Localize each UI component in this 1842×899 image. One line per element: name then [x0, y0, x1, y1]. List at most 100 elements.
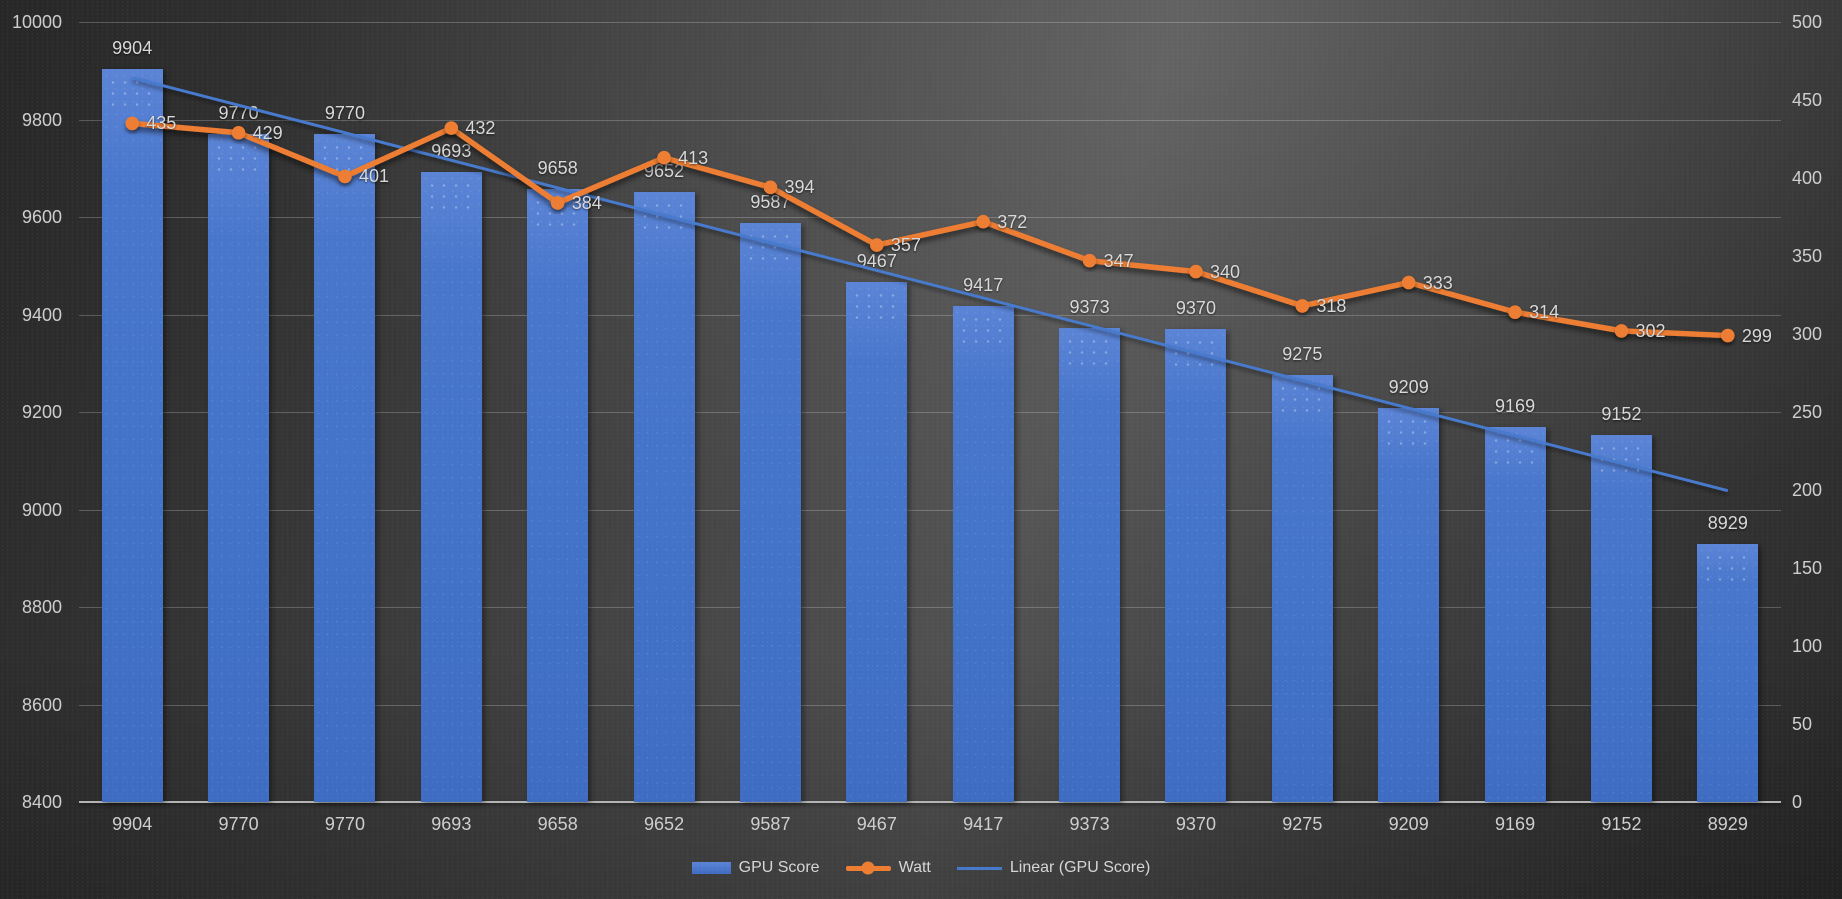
- secondary-axis-tick-200: 200: [1792, 480, 1823, 500]
- gridline-9400: [79, 315, 1781, 316]
- x-axis-label: 9417: [963, 814, 1004, 834]
- gpu-score-data-label: 9904: [112, 37, 153, 58]
- x-axis-label: 9652: [644, 814, 685, 834]
- watt-marker[interactable]: [1189, 264, 1203, 279]
- gpu-score-data-label: 9370: [1175, 298, 1216, 319]
- series-layer: [125, 76, 1735, 493]
- gpu-score-bar[interactable]: [1378, 407, 1440, 803]
- watt-marker[interactable]: [444, 121, 459, 135]
- legend-bar-swatch-icon: [691, 862, 731, 874]
- legend-label: GPU Score: [738, 859, 820, 876]
- trendline[interactable]: [131, 76, 1729, 493]
- watt-marker[interactable]: [657, 150, 671, 165]
- gpu-score-data-label: 9417: [963, 275, 1004, 296]
- gpu-score-bar[interactable]: [846, 281, 908, 803]
- watt-marker[interactable]: [1295, 299, 1310, 313]
- watt-marker[interactable]: [125, 116, 139, 131]
- secondary-axis-tick-350: 350: [1792, 246, 1823, 266]
- gpu-score-data-label: 9587: [750, 192, 791, 213]
- gpu-score-bar[interactable]: [1059, 327, 1121, 803]
- secondary-axis-tick-100: 100: [1792, 636, 1823, 656]
- x-axis-label: 9169: [1495, 814, 1536, 834]
- secondary-axis-tick-50: 50: [1792, 714, 1813, 734]
- gpu-score-bar[interactable]: [1165, 329, 1227, 802]
- watt-data-label: 302: [1635, 320, 1666, 341]
- watt-data-label: 413: [678, 147, 709, 168]
- watt-data-label: 372: [997, 211, 1028, 232]
- secondary-axis-tick-0: 0: [1792, 792, 1803, 812]
- watt-line[interactable]: [129, 120, 1731, 339]
- watt-marker[interactable]: [763, 180, 778, 195]
- watt-marker[interactable]: [1508, 305, 1522, 319]
- secondary-axis-tick-450: 450: [1792, 90, 1823, 110]
- gridline-8600: [79, 705, 1781, 706]
- gpu-score-bar[interactable]: [739, 223, 801, 802]
- watt-marker[interactable]: [550, 196, 565, 210]
- legend-item-watt[interactable]: Watt: [845, 858, 931, 878]
- gridline-9200: [79, 412, 1781, 413]
- primary-axis-tick-9600: 9600: [21, 207, 62, 227]
- gridline-9000: [79, 510, 1781, 511]
- gpu-score-bar[interactable]: [208, 134, 270, 802]
- secondary-axis-tick-250: 250: [1792, 402, 1823, 422]
- watt-marker[interactable]: [338, 169, 352, 184]
- legend-trendline-swatch-icon: [956, 866, 1002, 870]
- primary-axis-tick-8600: 8600: [21, 694, 62, 715]
- watt-data-label: 357: [890, 235, 921, 256]
- gpu-score-bar[interactable]: [1697, 544, 1759, 802]
- watt-marker[interactable]: [1614, 324, 1629, 338]
- legend-item-linear-gpu-score-[interactable]: Linear (GPU Score): [956, 858, 1150, 878]
- x-axis-label: 9770: [218, 814, 259, 834]
- gridline-9800: [79, 120, 1781, 121]
- watt-marker[interactable]: [976, 214, 990, 229]
- gpu-score-bar[interactable]: [314, 134, 376, 802]
- gridline-8400: [79, 801, 1781, 803]
- x-axis-label: 9587: [750, 814, 791, 834]
- x-axis-label: 9467: [856, 814, 897, 834]
- gpu-score-bar[interactable]: [527, 188, 589, 803]
- gpu-score-bar[interactable]: [1590, 435, 1652, 802]
- watt-marker[interactable]: [870, 238, 884, 252]
- gpu-score-bar[interactable]: [952, 306, 1014, 802]
- x-axis-label: 9693: [431, 814, 472, 834]
- gpu-score-data-label: 9275: [1282, 344, 1323, 365]
- watt-data-label: 384: [571, 192, 602, 213]
- x-axis-label: 9275: [1282, 814, 1323, 834]
- x-axis-label: 8929: [1707, 814, 1748, 834]
- gpu-score-bar[interactable]: [101, 68, 163, 803]
- primary-axis-tick-9200: 9200: [21, 402, 62, 422]
- gpu-score-bar[interactable]: [633, 191, 695, 803]
- legend: GPU Score Watt Linear (GPU Score): [0, 855, 1842, 881]
- gridline-10000: [79, 22, 1781, 23]
- primary-axis-tick-9400: 9400: [21, 304, 62, 325]
- watt-data-label: 394: [784, 177, 815, 198]
- watt-data-label: 401: [358, 166, 389, 187]
- primary-axis-tick-10000: 10000: [11, 12, 62, 32]
- x-axis-label: 9770: [324, 814, 365, 834]
- gpu-score-bar[interactable]: [1271, 375, 1333, 802]
- gpu-score-data-label: 9467: [856, 250, 897, 271]
- watt-data-label: 333: [1422, 272, 1453, 293]
- legend-line-swatch-icon: [845, 865, 891, 871]
- watt-data-label: 435: [146, 113, 177, 134]
- x-axis-label: 9658: [537, 814, 578, 834]
- x-axis-label: 9373: [1069, 814, 1110, 834]
- legend-label: Watt: [898, 859, 931, 876]
- x-axis-label: 9370: [1175, 814, 1216, 834]
- watt-data-label: 299: [1741, 325, 1772, 346]
- watt-marker[interactable]: [231, 125, 246, 140]
- watt-marker[interactable]: [1082, 253, 1097, 268]
- gpu-score-bar[interactable]: [1484, 427, 1546, 802]
- gpu-score-data-label: 9693: [431, 140, 472, 161]
- x-axis-label: 9152: [1601, 814, 1642, 834]
- legend-item-gpu-score[interactable]: GPU Score: [691, 858, 820, 878]
- primary-axis-tick-8800: 8800: [21, 597, 62, 617]
- watt-data-label: 340: [1209, 261, 1240, 282]
- gridline-9600: [79, 217, 1781, 218]
- watt-marker[interactable]: [1401, 275, 1416, 290]
- secondary-axis-tick-400: 400: [1792, 168, 1823, 188]
- watt-data-label: 318: [1316, 295, 1347, 316]
- gpu-score-bar[interactable]: [420, 171, 482, 803]
- watt-marker[interactable]: [1721, 328, 1735, 343]
- watt-data-label: 347: [1103, 250, 1134, 271]
